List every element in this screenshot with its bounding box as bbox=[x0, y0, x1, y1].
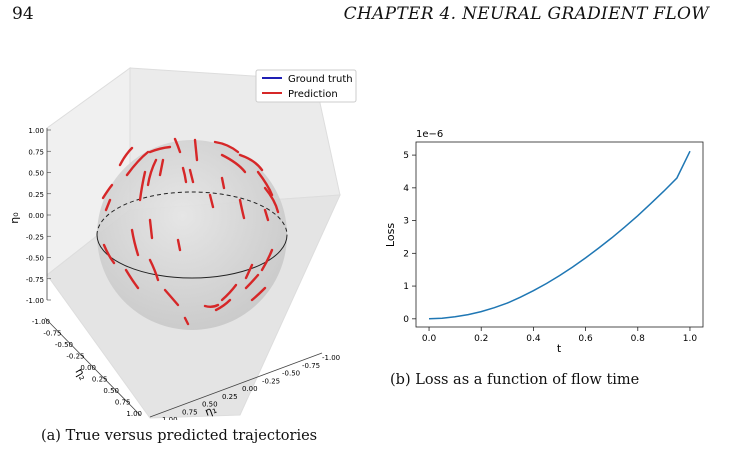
loss-chart: 1e−6 Loss t 0.0 0.2 0.4 0.6 0.8 1.0 0 1 2 3 4 5 bbox=[384, 129, 704, 355]
z-tick-label: 0.75 bbox=[28, 148, 44, 156]
caption-b: (b) Loss as a function of flow time bbox=[390, 372, 640, 388]
y-tick-label: -0.25 bbox=[66, 353, 84, 361]
y-tick-label: 3 bbox=[403, 217, 409, 227]
x-tick-label: 0.0 bbox=[422, 334, 437, 344]
x-axis-ticks: 0.0 0.2 0.4 0.6 0.8 1.0 bbox=[422, 327, 697, 344]
y-axis-label: Loss bbox=[384, 223, 397, 247]
z-axis-ticks: 1.00 0.75 0.50 0.25 0.00 -0.25 -0.50 -0.75 -1.00 bbox=[26, 127, 51, 305]
z-tick-label: 0.50 bbox=[28, 170, 44, 178]
legend-label-prediction: Prediction bbox=[288, 89, 338, 100]
z-tick-label: 1.00 bbox=[28, 127, 44, 135]
y-tick-label: 1.00 bbox=[126, 410, 142, 418]
y-tick-label: 1 bbox=[403, 282, 409, 292]
x-tick-label: 0.75 bbox=[182, 408, 198, 416]
x-tick-label: 0.4 bbox=[526, 334, 541, 344]
x-tick-label: -0.50 bbox=[282, 370, 300, 378]
page-number: 94 bbox=[12, 4, 34, 24]
y-tick-label: -1.00 bbox=[32, 318, 50, 326]
loss-curve bbox=[428, 150, 691, 320]
x-tick-label: 1.0 bbox=[683, 334, 698, 344]
y-tick-label: 0.50 bbox=[103, 387, 119, 395]
prediction-trajectories bbox=[101, 137, 280, 326]
offset-text: 1e−6 bbox=[416, 129, 443, 140]
y-tick-label: 5 bbox=[403, 151, 409, 161]
y-tick-label: 4 bbox=[403, 184, 409, 194]
x-tick-label: -0.25 bbox=[262, 377, 280, 385]
y-tick-label: -0.50 bbox=[55, 341, 73, 349]
x-tick-label: 0.00 bbox=[242, 385, 258, 393]
y-axis-ticks: -1.00 -0.75 -0.50 -0.25 0.00 0.25 0.50 0.75 1.00 bbox=[32, 318, 142, 418]
x-tick-label: 1.00 bbox=[162, 416, 178, 420]
sphere-trajectory-plot: 1.000.750.500.250.00-0.25-0.50-0.75-1.00… bbox=[8, 67, 357, 420]
y-tick-label: 0.00 bbox=[80, 364, 96, 372]
x-tick-label: -1.00 bbox=[322, 354, 340, 362]
z-tick-label: 0.25 bbox=[28, 191, 44, 199]
y-tick-label: 0 bbox=[403, 315, 409, 325]
plot-frame bbox=[415, 141, 704, 328]
x-tick-label: 0.8 bbox=[631, 334, 646, 344]
x-tick-label: 0.6 bbox=[578, 334, 593, 344]
x-tick-label: 0.25 bbox=[222, 393, 238, 401]
z-tick-label: -1.00 bbox=[26, 297, 44, 305]
z-tick-label: -0.50 bbox=[26, 255, 44, 263]
y-axis-label: η₂ bbox=[73, 366, 90, 382]
y-tick-label: 0.25 bbox=[92, 376, 108, 384]
z-tick-label: -0.75 bbox=[26, 276, 44, 284]
z-tick-label: 0.00 bbox=[28, 212, 44, 220]
x-axis-label: η₁ bbox=[203, 403, 218, 419]
z-axis-label: η₀ bbox=[8, 212, 21, 224]
y-tick-label: 2 bbox=[403, 249, 409, 259]
x-tick-label: 0.2 bbox=[474, 334, 488, 344]
y-tick-label: 0.75 bbox=[115, 399, 131, 407]
legend-label-ground-truth: Ground truth bbox=[288, 74, 353, 85]
y-axis-ticks: 0 1 2 3 4 5 bbox=[403, 151, 416, 325]
x-axis-ticks: 1.00 0.75 0.50 0.25 0.00 -0.25-0.50-0.75-1.00 bbox=[162, 354, 340, 420]
caption-a: (a) True versus predicted trajectories bbox=[41, 428, 318, 444]
z-tick-label: -0.25 bbox=[26, 233, 44, 241]
x-axis-label: t bbox=[557, 342, 562, 355]
chapter-header: CHAPTER 4. NEURAL GRADIENT FLOW bbox=[343, 4, 709, 24]
x-tick-label: -0.75 bbox=[302, 362, 320, 370]
y-tick-label: -0.75 bbox=[43, 330, 61, 338]
legend: Ground truth Prediction bbox=[255, 69, 357, 103]
equator-back bbox=[96, 191, 288, 236]
sphere bbox=[97, 140, 287, 330]
x-tick-label: 0.50 bbox=[202, 401, 218, 409]
